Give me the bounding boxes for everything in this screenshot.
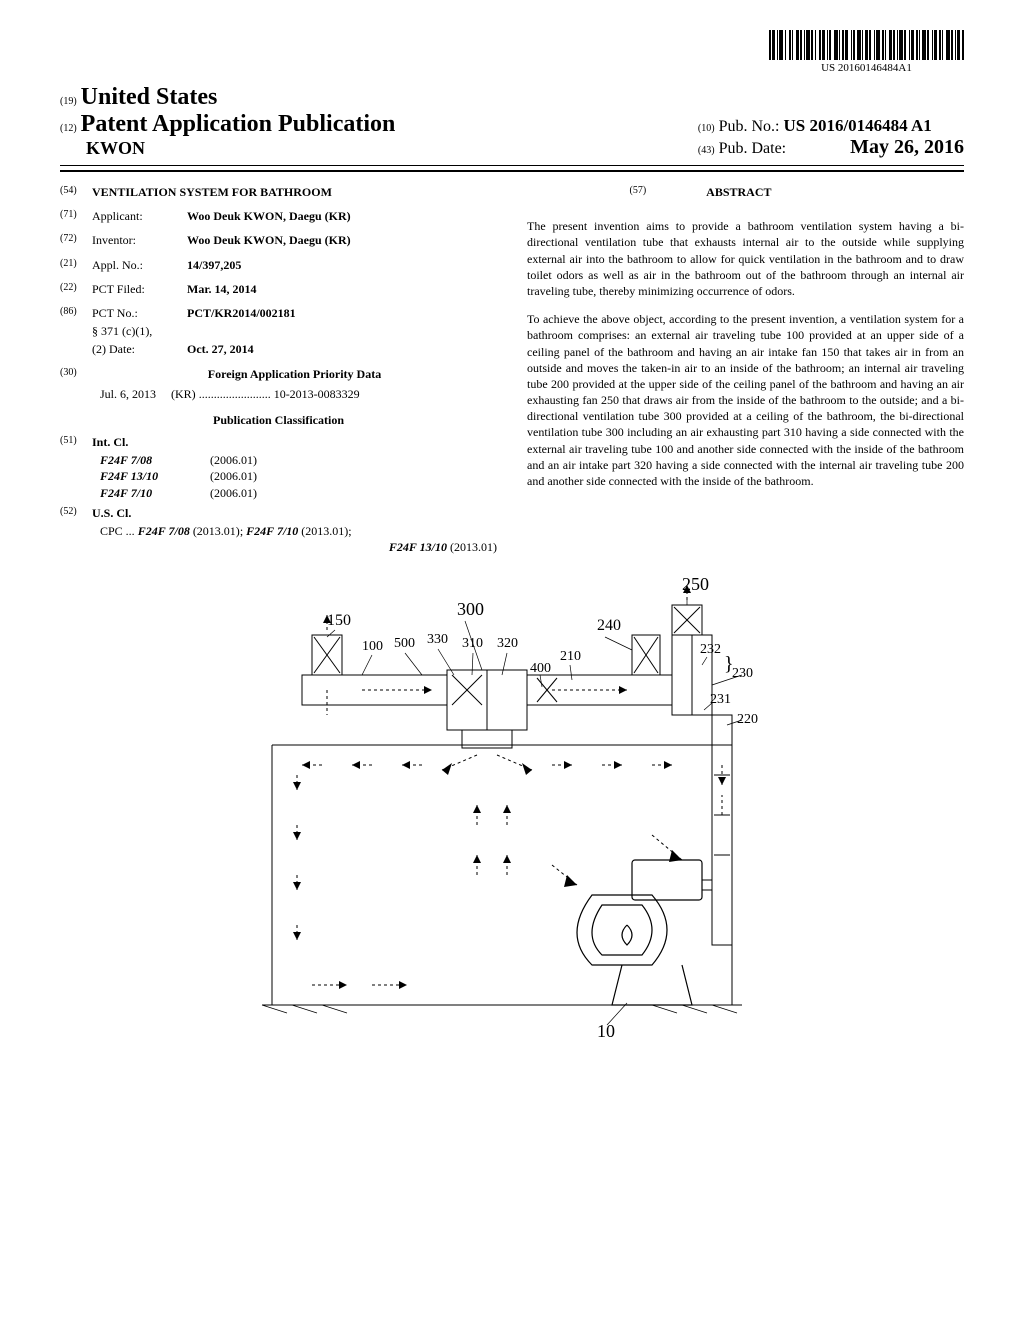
priority-row: Jul. 6, 2013 (KR) ......................… xyxy=(100,386,497,402)
abstract-heading: ABSTRACT xyxy=(706,184,771,200)
fig-label-210: 210 xyxy=(560,649,581,664)
fig-label-300: 300 xyxy=(457,599,484,619)
fig-label-240: 240 xyxy=(597,617,621,634)
fig-label-220: 220 xyxy=(737,712,758,727)
s371-label: § 371 (c)(1), xyxy=(92,323,497,339)
cpc-prefix: CPC ... xyxy=(100,524,135,538)
cpc-code: F24F 13/10 xyxy=(389,540,447,554)
priority-heading: Foreign Application Priority Data xyxy=(92,366,497,382)
abstract-p1: The present invention aims to provide a … xyxy=(527,218,964,299)
pubdate-line: (43) Pub. Date: May 26, 2016 xyxy=(698,136,964,159)
applno-val: 14/397,205 xyxy=(187,257,497,273)
fig-label-10: 10 xyxy=(597,1021,615,1041)
fig-label-500: 500 xyxy=(394,636,415,651)
priority-num: (30) xyxy=(60,366,92,382)
intcl-code: F24F 13/10 xyxy=(100,468,210,484)
pubno-label: Pub. No.: xyxy=(719,118,780,135)
applicant-num: (71) xyxy=(60,208,92,224)
intcl-ver: (2006.01) xyxy=(210,485,257,501)
barcode-bars xyxy=(769,30,964,60)
inventor-label: Inventor: xyxy=(92,232,187,248)
applicant-label: Applicant: xyxy=(92,208,187,224)
country-name: United States xyxy=(81,84,218,110)
intcl-code: F24F 7/08 xyxy=(100,452,210,468)
pubclass-heading: Publication Classification xyxy=(60,412,497,428)
barcode-text: US 20160146484A1 xyxy=(769,62,964,74)
pctno-num: (86) xyxy=(60,305,92,321)
cpc-ver: (2013.01) xyxy=(301,524,348,538)
country-line: (19) United States xyxy=(60,84,395,111)
priority-appno: 10-2013-0083329 xyxy=(274,387,360,401)
intcl-ver: (2006.01) xyxy=(210,452,257,468)
pubno-num: (10) xyxy=(698,123,715,134)
pubdate-val: May 26, 2016 xyxy=(850,136,964,158)
header-inventor: KWON xyxy=(60,138,395,159)
cpc-ver: (2013.01) xyxy=(450,540,497,554)
abstract-num: (57) xyxy=(629,184,646,200)
cpc-code: F24F 7/08 xyxy=(138,524,190,538)
applno-label: Appl. No.: xyxy=(92,257,187,273)
fig-label-100: 100 xyxy=(362,639,383,654)
s371-date-val: Oct. 27, 2014 xyxy=(187,341,497,357)
s371-date-label: (2) Date: xyxy=(92,341,187,357)
fig-label-310: 310 xyxy=(462,636,483,651)
pub-type: Patent Application Publication xyxy=(81,111,396,137)
fig-label-231: 231 xyxy=(710,692,731,707)
fig-label-250: 250 xyxy=(682,575,709,594)
cpc-ver: (2013.01) xyxy=(193,524,240,538)
cpc-line: CPC ... F24F 7/08 (2013.01); F24F 7/10 (… xyxy=(100,523,497,539)
pubno-val: US 2016/0146484 A1 xyxy=(783,116,931,135)
priority-date: Jul. 6, 2013 xyxy=(100,387,156,401)
pctno-label: PCT No.: xyxy=(92,305,187,321)
applicant-val: Woo Deuk KWON, Daegu (KR) xyxy=(187,208,351,224)
pctno-val: PCT/KR2014/002181 xyxy=(187,305,497,321)
intcl-label: Int. Cl. xyxy=(92,434,128,450)
cpc-code: F24F 7/10 xyxy=(246,524,298,538)
intcl-code: F24F 7/10 xyxy=(100,485,210,501)
fig-label-232: 232 xyxy=(700,642,721,657)
applno-num: (21) xyxy=(60,257,92,273)
inventor-val: Woo Deuk KWON, Daegu (KR) xyxy=(187,232,351,248)
inventor-num: (72) xyxy=(60,232,92,248)
intcl-list: F24F 7/08(2006.01) F24F 13/10(2006.01) F… xyxy=(100,452,497,501)
patent-figure: 250 150 300 240 100 500 330 310 320 210 … xyxy=(60,575,964,1050)
invention-title: VENTILATION SYSTEM FOR BATHROOM xyxy=(92,184,332,200)
brace-icon: } xyxy=(724,653,734,675)
cpc-line-2: F24F 13/10 (2013.01) xyxy=(100,539,497,555)
uscl-label: U.S. Cl. xyxy=(92,505,131,521)
priority-dots: ........................ xyxy=(199,387,271,401)
fig-label-230: 230 xyxy=(732,666,753,681)
pubno-line: (10) Pub. No.: US 2016/0146484 A1 xyxy=(698,116,964,136)
pubdate-num: (43) xyxy=(698,145,715,156)
fig-label-330: 330 xyxy=(427,632,448,647)
country-num: (19) xyxy=(60,96,77,107)
fig-label-320: 320 xyxy=(497,636,518,651)
pubdate-label: Pub. Date: xyxy=(719,140,787,157)
fig-label-150: 150 xyxy=(327,612,351,629)
fig-label-400: 400 xyxy=(530,661,551,676)
priority-country: (KR) xyxy=(171,387,196,401)
abstract-p2: To achieve the above object, according t… xyxy=(527,311,964,489)
barcode-region: US 20160146484A1 xyxy=(60,30,964,76)
pub-type-num: (12) xyxy=(60,123,77,134)
pub-type-line: (12) Patent Application Publication xyxy=(60,111,395,138)
intcl-num: (51) xyxy=(60,434,92,450)
uscl-num: (52) xyxy=(60,505,92,521)
title-num: (54) xyxy=(60,184,92,200)
pctfiled-val: Mar. 14, 2014 xyxy=(187,281,497,297)
pctfiled-label: PCT Filed: xyxy=(92,281,187,297)
pctfiled-num: (22) xyxy=(60,281,92,297)
intcl-ver: (2006.01) xyxy=(210,468,257,484)
